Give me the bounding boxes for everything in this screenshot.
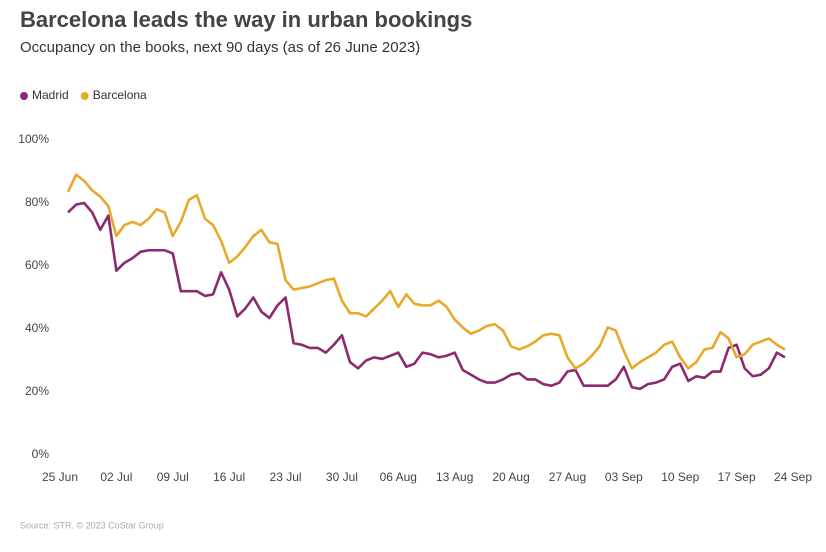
x-tick-label: 30 Jul xyxy=(326,470,358,484)
series-line xyxy=(67,201,786,391)
y-tick-label: 0% xyxy=(32,447,50,461)
y-tick-label: 20% xyxy=(25,384,49,398)
x-tick-label: 09 Jul xyxy=(157,470,189,484)
x-tick-label: 17 Sep xyxy=(718,470,756,484)
x-tick-label: 03 Sep xyxy=(605,470,643,484)
y-tick-label: 100% xyxy=(18,132,49,146)
x-tick-label: 23 Jul xyxy=(270,470,302,484)
series-line xyxy=(66,173,786,370)
x-tick-label: 06 Aug xyxy=(380,470,417,484)
legend-label: Madrid xyxy=(32,88,69,102)
x-tick-label: 20 Aug xyxy=(492,470,529,484)
x-tick-label: 25 Jun xyxy=(42,470,78,484)
x-tick-label: 27 Aug xyxy=(549,470,586,484)
y-tick-label: 40% xyxy=(25,321,49,335)
legend-marker xyxy=(80,92,89,100)
chart-subtitle: Occupancy on the books, next 90 days (as… xyxy=(20,39,420,56)
y-tick-label: 60% xyxy=(25,258,49,272)
y-tick-label: 80% xyxy=(25,195,49,209)
chart-title: Barcelona leads the way in urban booking… xyxy=(20,7,472,32)
x-tick-label: 02 Jul xyxy=(100,470,132,484)
legend-label: Barcelona xyxy=(93,88,147,102)
x-tick-label: 13 Aug xyxy=(436,470,473,484)
source-note: Source: STR. © 2023 CoStar Group xyxy=(20,520,164,530)
x-tick-label: 10 Sep xyxy=(661,470,699,484)
x-tick-label: 16 Jul xyxy=(213,470,245,484)
legend-marker xyxy=(20,92,28,100)
x-tick-label: 24 Sep xyxy=(774,470,812,484)
